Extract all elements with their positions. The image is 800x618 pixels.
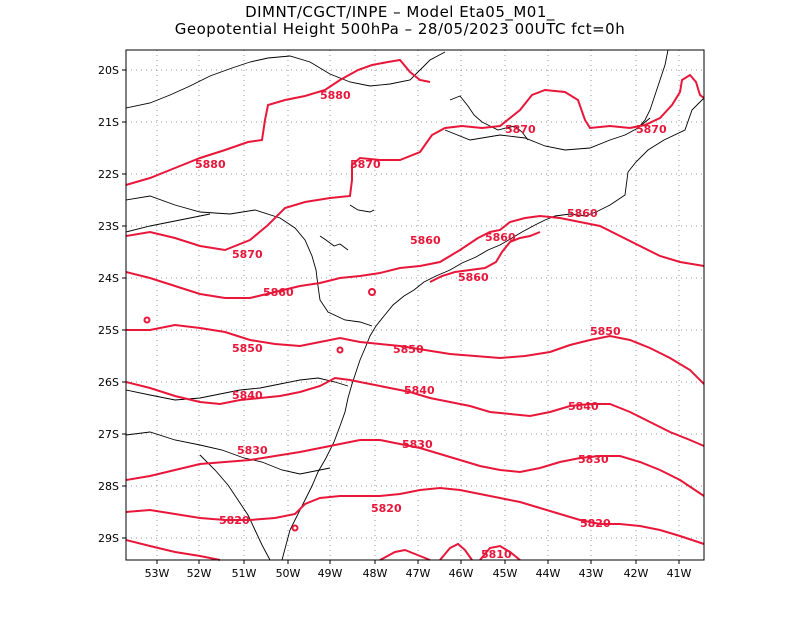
reservoir-coast-3 [349,204,375,213]
contour-label-5820-c: 5820 [580,517,611,530]
contour-closed-small-3 [291,524,299,532]
contour-label-5810-a: 5810 [481,548,512,561]
lon-label: 41W [667,567,692,580]
contour-label-5870-c: 5870 [505,123,536,136]
contour-5820 [125,486,705,545]
lat-label: 24S [98,272,119,285]
contour-label-5820-b: 5820 [371,502,402,515]
contour-label-5830-c: 5830 [578,453,609,466]
state-border-sp-pr [125,195,373,327]
state-border-pr-sc [125,377,349,401]
lon-label: 48W [363,567,388,580]
contour-5850 [126,323,705,385]
state-border-rs-west [199,454,271,561]
contour-label-5860-d: 5860 [567,207,598,220]
contour-label-5820-a: 5820 [219,514,250,527]
contour-label-5840-a: 5840 [232,389,263,402]
contour-5860-inner [429,231,541,283]
contour-label-5840-b: 5840 [404,384,435,397]
contour-label-5850-a: 5850 [232,342,263,355]
contour-5880 [125,58,431,186]
coastline-and-borders [125,49,705,561]
lon-label: 50W [276,567,301,580]
contour-label-5870-b: 5870 [232,248,263,261]
lon-label: 46W [449,567,474,580]
contour-5840 [125,376,705,447]
plot-frame [125,49,705,561]
lon-label: 49W [318,567,343,580]
state-border-rj-es [637,49,669,129]
contour-5860 [125,214,705,299]
contour-label-5830-a: 5830 [237,444,268,457]
title-line-2: Geopotential Height 500hPa – 28/05/2023 … [174,20,626,38]
lat-label: 25S [98,324,119,337]
lat-label: 23S [98,220,119,233]
contour-label-5860-a: 5860 [410,234,441,247]
axis-ticks [122,69,680,564]
reservoir-coast-1 [449,95,529,141]
lon-label: 42W [624,567,649,580]
coastline [281,97,705,561]
contour-5870 [125,73,705,252]
height-contours [125,58,705,561]
contour-label-5880-b: 5880 [195,158,226,171]
latitude-labels: 20S 21S 22S 23S 24S 25S 26S 27S 28S 29S [98,64,119,545]
lon-label: 47W [406,567,431,580]
contour-label-5870-a: 5870 [350,158,381,171]
contour-label-5860-b: 5860 [263,286,294,299]
lat-label: 27S [98,428,119,441]
contour-label-5870-d: 5870 [636,123,667,136]
contour-closed-small-2 [368,288,376,296]
longitude-labels: 53W 52W 51W 50W 49W 48W 47W 46W 45W 44W … [145,567,692,580]
lat-label: 28S [98,480,119,493]
contour-5830 [125,439,705,497]
lon-label: 44W [536,567,561,580]
grid-lines [126,50,704,560]
state-border-mg-sp [125,51,446,109]
lat-label: 21S [98,116,119,129]
contour-label-5830-b: 5830 [402,438,433,451]
reservoir-coast-2 [319,235,349,251]
lon-label: 43W [579,567,604,580]
state-border-ms-pr [125,213,211,233]
contour-closed-small-4 [336,346,344,354]
lat-label: 22S [98,168,119,181]
title-line-1: DIMNT/CGCT/INPE – Model Eta05_M01_ [245,3,555,21]
lat-label: 26S [98,376,119,389]
contour-label-5850-c: 5850 [590,325,621,338]
contour-label-5860-c: 5860 [485,231,516,244]
lon-label: 52W [187,567,212,580]
lat-label: 20S [98,64,119,77]
contour-labels: 5880 5880 5870 5870 5870 5870 5860 5860 … [195,89,667,561]
contour-closed-small-1 [143,316,151,324]
contour-label-5850-b: 5850 [393,343,424,356]
state-border-mg-rj [444,117,651,151]
contour-label-5860-e: 5860 [458,271,489,284]
state-border-sc-rs [125,431,331,475]
lon-label: 51W [232,567,257,580]
lon-label: 45W [493,567,518,580]
contour-5810 [125,539,521,561]
lon-label: 53W [145,567,170,580]
chart-title: DIMNT/CGCT/INPE – Model Eta05_M01_ Geopo… [0,4,800,38]
lat-label: 29S [98,532,119,545]
contour-label-5880-a: 5880 [320,89,351,102]
contour-label-5840-c: 5840 [568,400,599,413]
